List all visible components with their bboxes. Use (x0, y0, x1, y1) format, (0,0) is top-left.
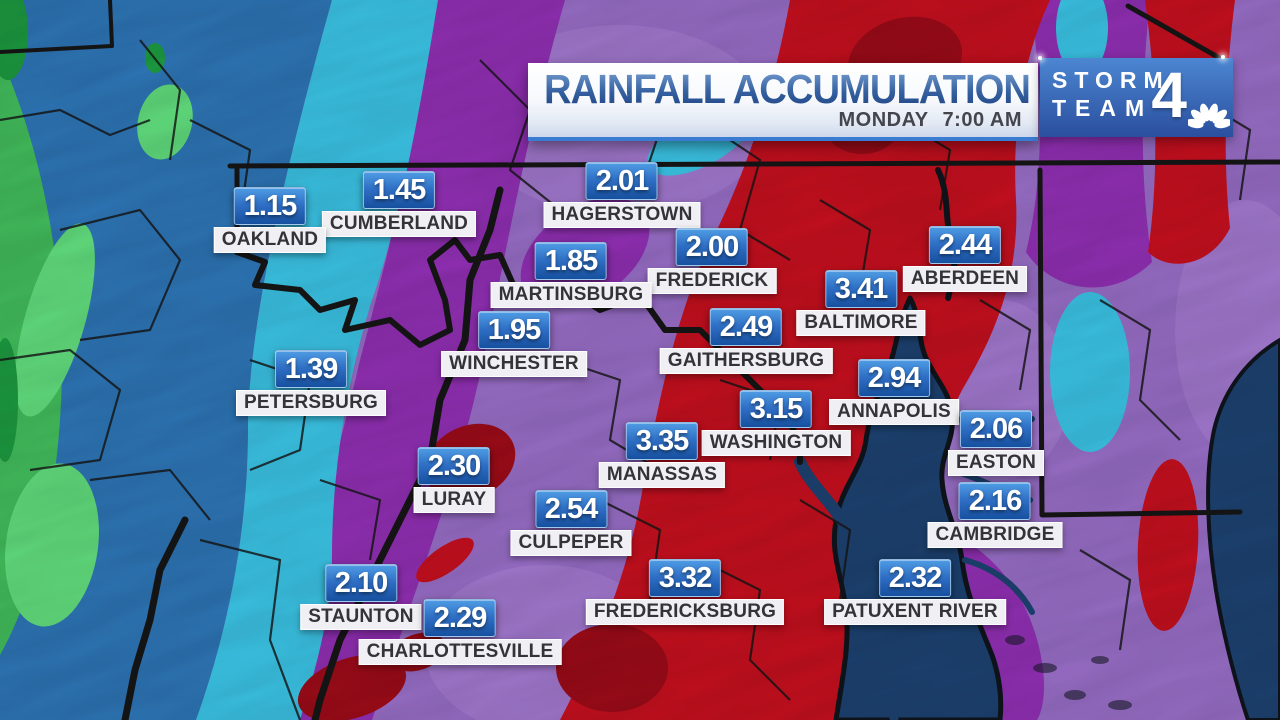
rainfall-value: 3.35 (626, 422, 698, 460)
city-label: MARTINSBURG (490, 282, 652, 308)
city-label: HAGERSTOWN (543, 202, 701, 228)
station-patuxent-river: 2.32 PATUXENT RIVER (824, 559, 1006, 625)
rainfall-value: 1.95 (477, 311, 550, 349)
station-winchester: 1.95 WINCHESTER (441, 311, 587, 377)
station-easton: 2.06 EASTON (947, 410, 1045, 476)
rainfall-value: 1.15 (234, 187, 306, 225)
station-washington: 3.15 WASHINGTON (701, 390, 851, 456)
city-label: FREDERICKSBURG (585, 599, 785, 625)
city-label: EASTON (947, 450, 1045, 476)
city-label: STAUNTON (300, 604, 422, 630)
rainfall-value: 2.00 (675, 228, 748, 266)
city-label: CHARLOTTESVILLE (358, 639, 562, 665)
rainfall-value: 2.49 (709, 308, 782, 346)
valid-time: MONDAY 7:00 AM (838, 109, 1022, 132)
station-cumberland: 1.45 CUMBERLAND (321, 171, 477, 237)
rainfall-value: 3.32 (648, 559, 721, 597)
city-label: FREDERICK (647, 268, 777, 294)
station-luray: 2.30 LURAY (413, 447, 495, 513)
station-manassas: 3.35 MANASSAS (598, 422, 726, 488)
logo-storm-text: STORM (1052, 67, 1170, 93)
rainfall-value: 2.32 (878, 559, 951, 597)
rainfall-value: 2.06 (960, 410, 1032, 448)
station-frederick: 2.00 FREDERICK (647, 228, 777, 294)
nbc-peacock-icon (1188, 103, 1230, 129)
sparkle-glint (1038, 56, 1042, 60)
city-label: CAMBRIDGE (927, 522, 1063, 548)
valid-clock: 7:00 AM (942, 109, 1022, 131)
valid-day: MONDAY (838, 109, 929, 131)
page-title: RAINFALL ACCUMULATION (544, 66, 1031, 112)
rainfall-value: 1.39 (275, 350, 347, 388)
rainfall-value: 2.44 (928, 226, 1001, 264)
city-label: OAKLAND (213, 227, 327, 253)
sparkle-glint (1221, 55, 1225, 59)
station-oakland: 1.15 OAKLAND (213, 187, 327, 253)
station-gaithersburg: 2.49 GAITHERSBURG (659, 308, 833, 374)
city-label: CULPEPER (510, 530, 632, 556)
city-label: GAITHERSBURG (659, 348, 833, 374)
station-aberdeen: 2.44 ABERDEEN (902, 226, 1028, 292)
station-staunton: 2.10 STAUNTON (300, 564, 422, 630)
logo-channel-number: 4 (1151, 59, 1187, 131)
city-label: BALTIMORE (796, 310, 926, 336)
station-annapolis: 2.94 ANNAPOLIS (829, 359, 959, 425)
city-label: CUMBERLAND (321, 211, 477, 237)
rainfall-value: 3.41 (824, 270, 897, 308)
rainfall-value: 2.54 (535, 490, 607, 528)
title-banner: RAINFALL ACCUMULATION MONDAY 7:00 AM (528, 63, 1038, 141)
rainfall-value: 1.85 (534, 242, 607, 280)
station-baltimore: 3.41 BALTIMORE (796, 270, 926, 336)
station-martinsburg: 1.85 MARTINSBURG (490, 242, 652, 308)
rainfall-value: 2.16 (959, 482, 1031, 520)
city-label: PATUXENT RIVER (824, 599, 1006, 625)
station-hagerstown: 2.01 HAGERSTOWN (543, 162, 701, 228)
rainfall-value: 2.01 (585, 162, 658, 200)
station-charlottesville: 2.29 CHARLOTTESVILLE (358, 599, 562, 665)
city-label: ANNAPOLIS (829, 399, 959, 425)
logo-team-text: TEAM (1052, 95, 1154, 121)
rainfall-value: 2.94 (857, 359, 930, 397)
city-label: MANASSAS (598, 462, 726, 488)
station-culpeper: 2.54 CULPEPER (510, 490, 632, 556)
city-label: PETERSBURG (236, 390, 386, 416)
rainfall-value: 2.10 (325, 564, 397, 602)
rainfall-value: 2.29 (423, 599, 496, 637)
rainfall-value: 1.45 (363, 171, 435, 209)
city-label: WINCHESTER (441, 351, 587, 377)
storm-team-4-logo: STORM TEAM 4 (1038, 55, 1233, 137)
city-label: WASHINGTON (701, 430, 851, 456)
station-cambridge: 2.16 CAMBRIDGE (927, 482, 1063, 548)
station-petersburg: 1.39 PETERSBURG (236, 350, 386, 416)
rainfall-value: 3.15 (739, 390, 812, 428)
city-label: ABERDEEN (902, 266, 1028, 292)
city-label: LURAY (413, 487, 495, 513)
station-fredericksburg: 3.32 FREDERICKSBURG (585, 559, 785, 625)
rainfall-value: 2.30 (417, 447, 490, 485)
